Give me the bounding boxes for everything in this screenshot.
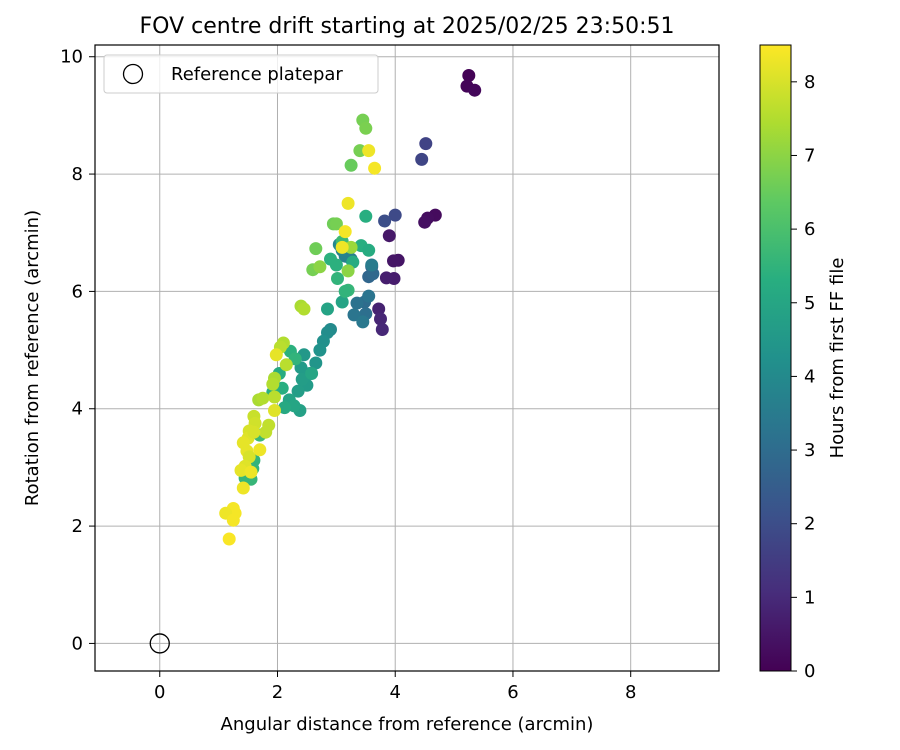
data-point	[329, 217, 343, 231]
reference-platepar-marker	[149, 633, 170, 654]
data-point	[468, 83, 482, 97]
y-tick-label: 6	[72, 281, 83, 302]
y-axis-title: Rotation from reference (arcmin)	[22, 210, 43, 506]
x-tick-label: 0	[154, 682, 165, 703]
data-point	[347, 308, 361, 322]
colorbar-tick-label: 5	[804, 293, 815, 314]
y-tick-label: 4	[72, 399, 83, 420]
data-point	[222, 532, 236, 546]
colorbar-tick-label: 8	[804, 72, 815, 93]
data-point	[278, 401, 292, 415]
data-point	[338, 225, 352, 239]
data-point	[236, 481, 250, 495]
data-point	[269, 348, 283, 362]
y-tick-label: 8	[72, 164, 83, 185]
data-point	[295, 372, 309, 386]
colorbar-label: Hours from first FF file	[827, 258, 848, 459]
data-point	[418, 215, 432, 229]
y-tick-label: 10	[60, 47, 83, 68]
colorbar-tick-label: 7	[804, 145, 815, 166]
legend-box	[103, 54, 379, 94]
data-point	[362, 243, 376, 257]
colorbar-tick-label: 0	[804, 661, 815, 682]
x-tick-label: 2	[272, 682, 283, 703]
data-point	[335, 295, 349, 309]
data-point	[268, 390, 281, 404]
data-point	[321, 302, 334, 316]
data-point	[297, 302, 311, 316]
data-point	[368, 161, 382, 175]
data-point	[382, 229, 396, 243]
colorbar-tick-label: 1	[804, 587, 815, 608]
data-point	[350, 296, 364, 310]
legend: Reference platepar	[103, 54, 379, 94]
y-tick-label: 2	[72, 516, 83, 537]
data-point	[359, 209, 373, 223]
data-point	[362, 289, 376, 303]
x-axis-title: Angular distance from reference (arcmin)	[221, 714, 594, 735]
y-tick-label: 0	[72, 633, 83, 654]
x-tick-label: 4	[389, 682, 400, 703]
data-point	[365, 258, 379, 272]
data-point	[362, 144, 376, 158]
data-point	[234, 463, 248, 477]
data-point	[226, 513, 240, 527]
data-point	[279, 358, 293, 372]
data-point	[419, 137, 433, 151]
data-point	[388, 208, 402, 222]
data-point	[268, 404, 281, 417]
data-point	[372, 302, 386, 316]
data-point	[359, 121, 373, 135]
plot-frame	[94, 44, 720, 672]
x-axis-ticks: 0 2 4 6 8	[154, 671, 636, 703]
colorbar-tick-label: 2	[804, 514, 815, 535]
data-point	[344, 240, 358, 254]
grid-lines	[95, 45, 719, 671]
data-point	[375, 323, 389, 336]
data-point	[313, 343, 327, 357]
data-point	[341, 196, 355, 210]
data-point	[344, 158, 358, 172]
y-axis-ticks: 0 2 4 6 8 10	[60, 47, 95, 654]
data-point	[309, 242, 323, 256]
x-tick-label: 8	[625, 682, 636, 703]
data-point	[331, 272, 344, 285]
data-point	[341, 264, 355, 278]
colorbar	[759, 44, 792, 672]
colorbar-tick-label: 6	[804, 219, 815, 240]
data-point	[324, 252, 337, 266]
data-point	[313, 260, 327, 274]
data-point	[338, 284, 352, 298]
data-point	[266, 377, 280, 391]
colorbar-tick-label: 4	[804, 366, 815, 387]
legend-label: Reference platepar	[171, 64, 343, 85]
data-points	[219, 69, 482, 546]
data-point	[415, 152, 429, 166]
data-point	[244, 465, 258, 479]
legend-reference-marker	[122, 63, 144, 85]
data-point	[335, 240, 349, 254]
data-point	[309, 356, 323, 370]
chart-title: FOV centre drift starting at 2025/02/25 …	[140, 14, 675, 39]
data-point	[256, 391, 270, 405]
colorbar-ticks: 0 1 2 3 4 5 6 7 8	[791, 72, 815, 682]
data-point	[356, 315, 370, 329]
data-point	[259, 425, 273, 439]
data-point	[305, 367, 319, 380]
data-point	[462, 69, 476, 82]
data-point	[378, 214, 392, 228]
x-tick-label: 6	[507, 682, 518, 703]
data-point	[379, 271, 393, 285]
data-point	[291, 384, 305, 398]
data-point	[253, 443, 267, 457]
colorbar-tick-label: 3	[804, 440, 815, 461]
data-point	[374, 312, 387, 326]
data-point	[247, 425, 261, 439]
data-point	[387, 254, 400, 268]
